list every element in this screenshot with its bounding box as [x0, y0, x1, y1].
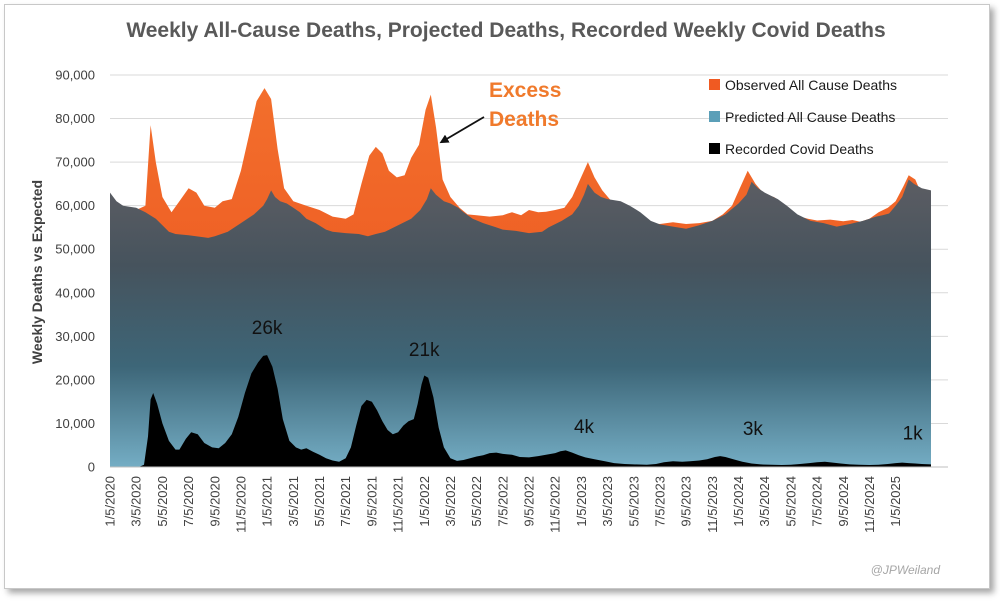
x-tick-label: 9/5/2021 — [364, 476, 379, 527]
y-tick-label: 0 — [88, 460, 95, 475]
x-tick-label: 7/5/2023 — [652, 476, 667, 527]
y-tick-label: 20,000 — [55, 372, 95, 387]
x-tick-label: 9/5/2024 — [836, 476, 851, 527]
x-tick-label: 3/5/2023 — [600, 476, 615, 527]
legend-label-covid: Recorded Covid Deaths — [725, 141, 874, 157]
credit-watermark: @JPWeiland — [871, 563, 941, 577]
x-tick-label: 5/5/2022 — [469, 476, 484, 527]
y-axis-label: Weekly Deaths vs Expected — [29, 180, 45, 364]
x-tick-label: 9/5/2023 — [679, 476, 694, 527]
excess-label-line2: Deaths — [489, 108, 559, 131]
y-tick-labels: 0 10,000 20,000 30,000 40,000 50,000 60,000 70,… — [55, 68, 95, 475]
x-tick-label: 11/5/2022 — [548, 476, 563, 533]
area-covid-deaths — [110, 355, 931, 467]
y-tick-label: 30,000 — [55, 329, 95, 344]
x-tick-label: 3/5/2020 — [129, 476, 144, 527]
peak-annotation: 21k — [409, 340, 440, 361]
peak-annotation: 4k — [574, 417, 595, 438]
y-tick-label: 40,000 — [55, 285, 95, 300]
legend: Observed All Cause Deaths Predicted All … — [709, 77, 897, 157]
area-predicted-deaths — [110, 179, 931, 467]
x-tick-label: 3/5/2021 — [286, 476, 301, 527]
x-tick-label: 1/5/2023 — [574, 476, 589, 527]
x-tick-label: 9/5/2022 — [522, 476, 537, 527]
peak-annotations: 26k 21k 4k 3k 1k — [252, 318, 923, 444]
legend-label-observed: Observed All Cause Deaths — [725, 77, 897, 93]
x-tick-label: 7/5/2021 — [338, 476, 353, 527]
legend-swatch-covid — [709, 143, 720, 154]
peak-annotation: 26k — [252, 318, 283, 339]
y-tick-label: 60,000 — [55, 198, 95, 213]
series-areas — [110, 88, 948, 468]
x-tick-label: 5/5/2020 — [155, 476, 170, 527]
x-tick-label: 5/5/2023 — [626, 476, 641, 527]
x-tick-labels: 1/5/2020 3/5/2020 5/5/2020 7/5/2020 9/5/2020… — [103, 476, 904, 533]
y-tick-label: 10,000 — [55, 416, 95, 431]
y-tick-label: 50,000 — [55, 242, 95, 257]
peak-annotation: 3k — [743, 419, 764, 440]
legend-swatch-predicted — [709, 111, 720, 122]
x-tick-label: 1/5/2022 — [417, 476, 432, 527]
peak-annotation: 1k — [903, 424, 924, 445]
x-tick-label: 5/5/2021 — [312, 476, 327, 527]
excess-label-line1: Excess — [489, 79, 561, 102]
x-tick-label: 7/5/2024 — [810, 476, 825, 527]
x-tick-label: 11/5/2021 — [391, 476, 406, 533]
x-tick-label: 7/5/2022 — [495, 476, 510, 527]
x-tick-label: 3/5/2024 — [757, 476, 772, 527]
x-tick-label: 11/5/2024 — [862, 476, 877, 533]
x-tick-label: 1/5/2024 — [731, 476, 746, 527]
y-tick-label: 70,000 — [55, 155, 95, 170]
legend-label-predicted: Predicted All Cause Deaths — [725, 109, 895, 125]
x-tick-label: 1/5/2021 — [260, 476, 275, 527]
x-tick-label: 7/5/2020 — [181, 476, 196, 527]
chart-title: Weekly All-Cause Deaths, Projected Death… — [126, 19, 885, 42]
x-tick-label: 3/5/2022 — [443, 476, 458, 527]
x-tick-label: 1/5/2020 — [103, 476, 118, 527]
x-tick-label: 5/5/2024 — [783, 476, 798, 527]
x-tick-label: 11/5/2020 — [233, 476, 248, 533]
legend-swatch-observed — [709, 79, 720, 90]
x-tick-label: 9/5/2020 — [207, 476, 222, 527]
y-tick-label: 90,000 — [55, 68, 95, 83]
x-tick-label: 11/5/2023 — [705, 476, 720, 533]
y-tick-label: 80,000 — [55, 111, 95, 126]
x-tick-label: 1/5/2025 — [888, 476, 903, 527]
excess-arrow — [439, 116, 485, 144]
